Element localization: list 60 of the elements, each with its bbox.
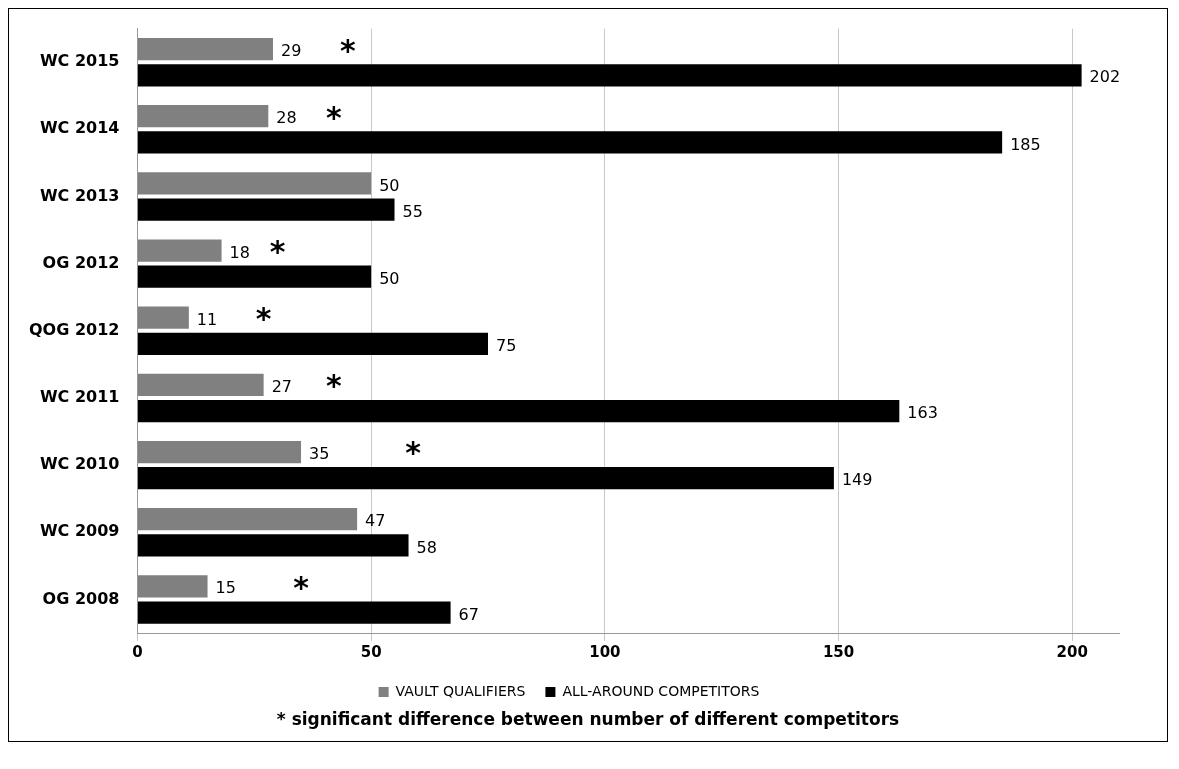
bar (137, 575, 208, 598)
bar (137, 64, 1082, 87)
bar (137, 508, 358, 531)
data-label: 27 (271, 377, 292, 397)
x-tick-label: 150 (822, 642, 855, 661)
legend-label: VAULT QUALIFIERS (395, 682, 526, 699)
text: * significant difference between number of different competitors (275, 709, 901, 731)
y-tick-label: QOG 2012 (29, 319, 120, 339)
y-tick-label: WC 2015 (39, 51, 120, 71)
data-label: 55 (402, 201, 423, 221)
annotation: * (293, 569, 310, 605)
bar (137, 239, 222, 262)
bar (137, 37, 273, 61)
data-label: 185 (1010, 134, 1041, 154)
bar (137, 306, 189, 329)
annotation: * (255, 301, 272, 337)
data-label: 75 (496, 336, 517, 356)
bar (137, 373, 264, 396)
data-label: 28 (276, 108, 297, 128)
data-label: 15 (215, 578, 236, 598)
data-label: 163 (907, 403, 938, 423)
data-label: 67 (458, 604, 479, 624)
bar (137, 332, 488, 356)
y-tick-label: OG 2012 (42, 252, 120, 272)
y-tick-label: WC 2009 (39, 521, 120, 541)
data-label: 18 (229, 242, 250, 262)
bar (137, 467, 834, 490)
x-tick-label: 100 (589, 642, 621, 661)
data-label: 29 (280, 41, 302, 61)
y-tick-label: WC 2014 (39, 118, 120, 138)
y-tick-label: OG 2008 (42, 588, 120, 608)
bar (137, 265, 372, 288)
bar (137, 131, 1003, 154)
bar (137, 105, 269, 128)
data-label: 11 (196, 309, 218, 329)
annotation: * (405, 435, 422, 471)
x-tick-label: 50 (360, 642, 382, 661)
y-tick-label: WC 2011 (39, 387, 120, 407)
bar (137, 534, 409, 557)
data-label: 149 (841, 470, 873, 490)
annotation: * (269, 234, 286, 270)
bar (137, 399, 900, 423)
y-tick-label: WC 2010 (39, 454, 120, 474)
data-label: 50 (379, 175, 400, 195)
data-label: 47 (365, 511, 386, 531)
data-label: 58 (416, 537, 437, 557)
x-tick-label: 200 (1056, 642, 1088, 661)
annotation: * (325, 99, 342, 135)
annotation: * (325, 368, 342, 404)
x-tick-label: 0 (132, 642, 143, 661)
annotation: * (339, 32, 356, 68)
data-label: 35 (309, 444, 330, 464)
data-label: 202 (1089, 67, 1121, 87)
data-label: 50 (379, 268, 400, 288)
bar (137, 440, 302, 464)
bar (137, 172, 372, 195)
y-tick-label: WC 2013 (39, 185, 120, 205)
bar (137, 198, 395, 221)
bar (137, 601, 451, 624)
legend-label: ALL-AROUND COMPETITORS (562, 682, 760, 699)
